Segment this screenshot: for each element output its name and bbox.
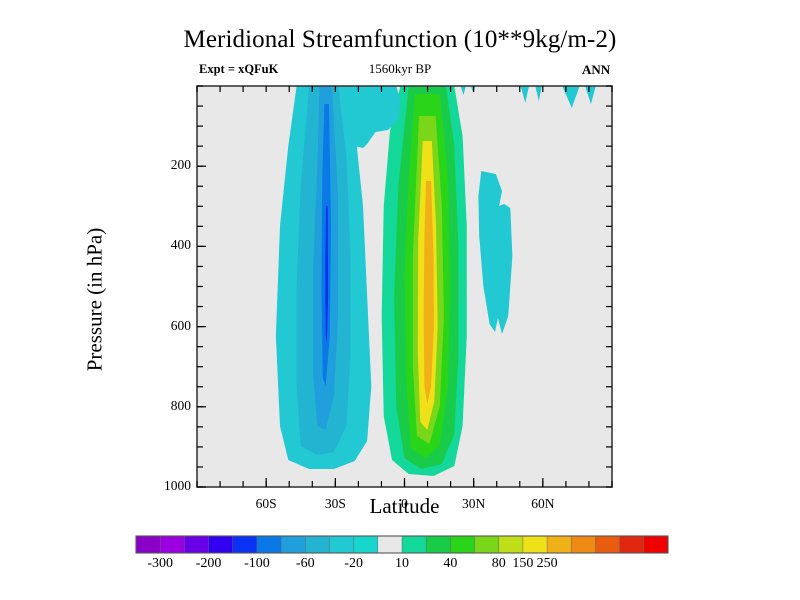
colorbar-tick-label: 10 bbox=[395, 556, 409, 571]
axis-ticks bbox=[196, 85, 613, 488]
colorbar-cell bbox=[353, 536, 379, 553]
colorbar-cell bbox=[136, 536, 161, 553]
x-tick-label: 60N bbox=[531, 496, 555, 511]
y-tick-label: 1000 bbox=[164, 478, 191, 493]
colorbar-cell bbox=[305, 536, 330, 553]
contour-band bbox=[562, 86, 580, 108]
colorbar-tick-label: -200 bbox=[195, 556, 222, 571]
x-tick-label: 0 bbox=[401, 496, 408, 511]
colorbar-cell bbox=[256, 536, 282, 553]
contour-band bbox=[478, 171, 513, 334]
colorbar-cell bbox=[281, 536, 306, 553]
colorbar-cell bbox=[208, 536, 234, 553]
colorbar-cell bbox=[377, 536, 403, 553]
colorbar-cell bbox=[547, 536, 572, 553]
colorbar-tick-label: -20 bbox=[344, 556, 363, 571]
x-tick-label: 30S bbox=[324, 496, 346, 511]
experiment-label: Expt = xQFuK bbox=[199, 62, 279, 76]
colorbar-cell bbox=[643, 536, 669, 553]
colorbar-cell bbox=[184, 536, 209, 553]
x-axis-label: Latitude bbox=[369, 494, 440, 518]
x-tick-label: 60S bbox=[255, 496, 277, 511]
page-title: Meridional Streamfunction (10**9kg/m-2) bbox=[183, 26, 617, 53]
colorbar-tick-label: 150 bbox=[512, 556, 534, 571]
season-label: ANN bbox=[582, 62, 611, 77]
colorbar-cell bbox=[329, 536, 355, 553]
colorbar-cell bbox=[402, 536, 427, 553]
contour-band bbox=[325, 206, 329, 344]
y-tick-label: 600 bbox=[170, 317, 191, 333]
contour-band bbox=[460, 86, 466, 95]
contour-bands bbox=[275, 86, 596, 476]
colorbar-tick-label: -60 bbox=[295, 556, 315, 571]
colorbar-cell bbox=[426, 536, 451, 553]
colorbar bbox=[135, 535, 669, 554]
contour-band bbox=[423, 181, 434, 404]
contour-band bbox=[535, 86, 542, 101]
colorbar-cell bbox=[474, 536, 500, 553]
colorbar-tick-label: -300 bbox=[147, 556, 173, 571]
period-label: 1560kyr BP bbox=[368, 61, 432, 76]
colorbar-tick-label: 250 bbox=[536, 556, 558, 571]
y-tick-label: 800 bbox=[170, 397, 191, 413]
y-tick-label: 200 bbox=[170, 157, 191, 173]
colorbar-cell bbox=[450, 536, 475, 553]
colorbar-tick-label: 40 bbox=[443, 556, 458, 571]
colorbar-cell bbox=[522, 536, 548, 553]
y-tick-label: 400 bbox=[170, 237, 191, 253]
colorbar-tick-label: 80 bbox=[491, 556, 506, 571]
colorbar-cell bbox=[160, 536, 185, 553]
colorbar-cell bbox=[498, 536, 524, 553]
colorbar-cell bbox=[619, 536, 645, 553]
colorbar-tick-label: -100 bbox=[244, 556, 270, 571]
colorbar-cell bbox=[232, 536, 258, 553]
colorbar-cell bbox=[571, 536, 596, 553]
colorbar-cell bbox=[595, 536, 621, 553]
contour-band bbox=[346, 86, 401, 148]
x-tick-label: 30N bbox=[462, 496, 486, 511]
contour-band bbox=[585, 86, 596, 104]
contour-band bbox=[520, 86, 529, 103]
